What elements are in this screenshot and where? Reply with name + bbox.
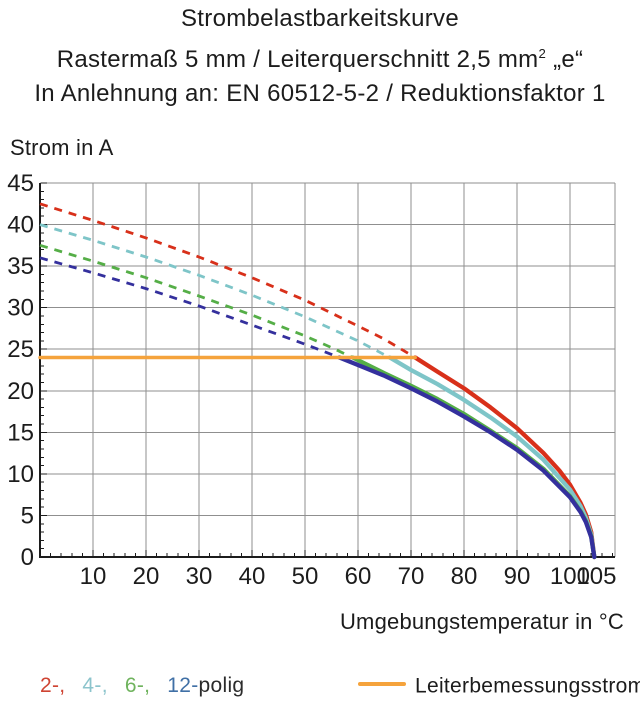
curve-4-polig-dashed	[39, 223, 391, 359]
y-tick-label: 5	[21, 502, 34, 529]
y-tick-label: 10	[7, 461, 34, 488]
rated-current-label: Leiterbemessungsstrom	[415, 674, 640, 698]
curve-2-polig-dashed	[39, 202, 416, 359]
x-tick-label: 50	[292, 563, 319, 590]
chart-title-line3: In Anlehnung an: EN 60512-5-2 / Reduktio…	[34, 80, 606, 107]
x-tick-label: 80	[451, 563, 478, 590]
y-tick-label: 30	[7, 295, 34, 322]
chart-title-line2: Rastermaß 5 mm / Leiterquerschnitt 2,5 m…	[56, 45, 584, 73]
superscript-2: 2	[538, 45, 547, 61]
x-tick-label: 20	[133, 563, 160, 590]
legend-poles-suffix: polig	[198, 674, 245, 697]
y-tick-label: 25	[7, 336, 34, 363]
y-tick-label: 0	[21, 544, 34, 571]
rated-current-line-swatch	[358, 682, 406, 687]
legend-pole-label: 12-	[167, 674, 199, 697]
x-tick-label: 40	[239, 563, 266, 590]
legend-poles: 2-, 4-, 6-, 12-polig	[40, 674, 244, 698]
curve-6-polig-dashed	[39, 243, 354, 359]
y-axis-title: Strom in A	[10, 135, 114, 160]
x-tick-label: 100	[550, 563, 590, 590]
x-axis-title: Umgebungstemperatur in °C	[339, 609, 624, 634]
legend-pole-label: 6-,	[124, 674, 151, 697]
x-tick-label: 90	[504, 563, 531, 590]
chart-title-line1: Strombelastbarkeitskurve	[181, 5, 459, 32]
legend-pole-label: 4-,	[82, 674, 108, 697]
x-tick-label: 10	[80, 563, 107, 590]
curve-6-polig-solid	[350, 355, 597, 560]
legend-rated-current: Leiterbemessungsstrom	[358, 674, 640, 698]
y-tick-label: 35	[7, 253, 34, 280]
y-tick-label: 40	[7, 212, 34, 239]
y-tick-label: 45	[7, 170, 34, 197]
curve-4-polig-solid	[387, 355, 597, 560]
y-tick-label: 15	[7, 419, 34, 446]
chart-title: Strombelastbarkeitskurve Rastermaß 5 mm …	[0, 2, 640, 112]
x-tick-label: 30	[186, 563, 213, 590]
x-tick-label: 60	[345, 563, 372, 590]
legend-pole-label: 2-,	[40, 674, 66, 697]
curve-12-polig-dashed	[39, 256, 340, 359]
x-tick-label: 70	[398, 563, 425, 590]
y-tick-label: 20	[7, 378, 34, 405]
x-tick-label: 105	[576, 563, 616, 590]
curve-12-polig-solid	[337, 355, 597, 560]
